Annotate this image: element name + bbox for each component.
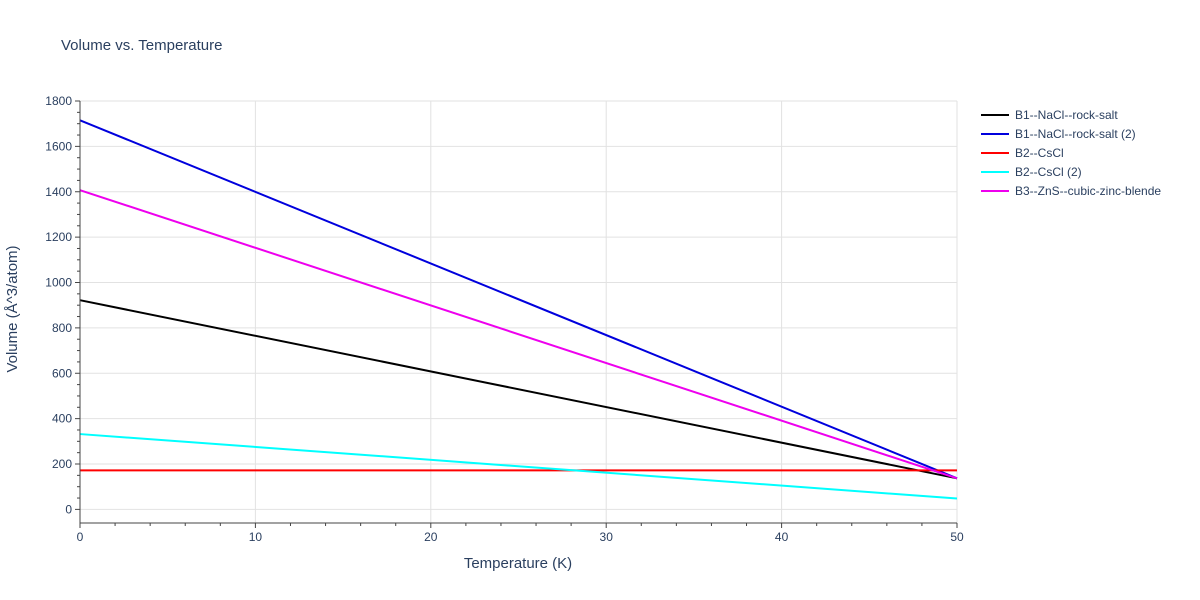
- legend-label: B2--CsCl (2): [1015, 165, 1082, 179]
- y-tick-label: 1800: [45, 94, 72, 108]
- series-line-1: [79, 119, 958, 480]
- series-line-4: [79, 189, 958, 480]
- x-tick-label: 50: [950, 530, 964, 544]
- y-tick-label: 0: [65, 502, 72, 516]
- x-tick-label: 40: [775, 530, 789, 544]
- y-tick-label: 200: [52, 457, 72, 471]
- x-tick-label: 30: [600, 530, 614, 544]
- legend-label: B1--NaCl--rock-salt (2): [1015, 127, 1136, 141]
- y-axis-title: Volume (Å^3/atom): [4, 245, 21, 372]
- x-tick-label: 10: [249, 530, 263, 544]
- y-tick-label: 600: [52, 366, 72, 380]
- legend-label: B1--NaCl--rock-salt: [1015, 108, 1118, 122]
- legend: B1--NaCl--rock-salt B1--NaCl--rock-salt (…: [981, 108, 1161, 198]
- y-tick-label: 1400: [45, 185, 72, 199]
- series-line-3: [79, 433, 958, 500]
- y-tick-label: 1200: [45, 230, 72, 244]
- x-tick-label: 20: [424, 530, 438, 544]
- series-lines: [79, 119, 958, 500]
- y-tick-label: 1600: [45, 139, 72, 153]
- grid: [79, 100, 958, 523]
- axes: 0 200 400 600 800 1000 1200 1400 1600 1800 0 10 20 30…: [45, 94, 964, 544]
- chart-title: Volume vs. Temperature: [61, 37, 222, 54]
- legend-label: B2--CsCl: [1015, 146, 1064, 160]
- y-tick-label: 400: [52, 412, 72, 426]
- series-line-0: [79, 299, 958, 480]
- y-tick-label: 800: [52, 321, 72, 335]
- y-tick-label: 1000: [45, 276, 72, 290]
- legend-label: B3--ZnS--cubic-zinc-blende: [1015, 184, 1161, 198]
- x-axis-title: Temperature (K): [464, 555, 572, 572]
- x-tick-label: 0: [77, 530, 84, 544]
